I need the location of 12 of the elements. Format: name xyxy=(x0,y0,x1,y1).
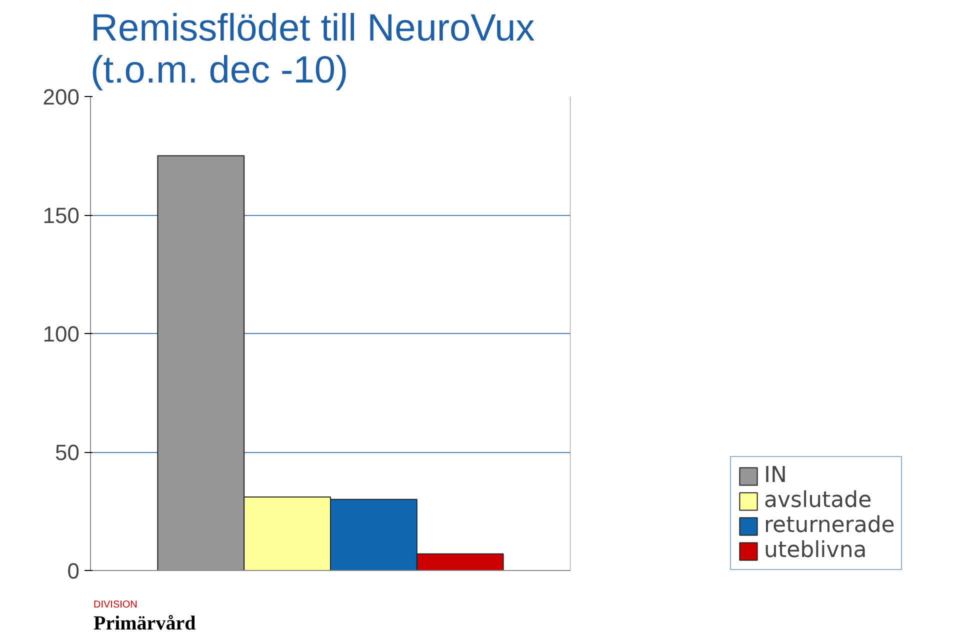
legend-label: IN xyxy=(764,463,787,488)
y-tick-label: 200 xyxy=(42,84,80,110)
y-tick-label: 150 xyxy=(42,203,80,228)
y-tick-label: 0 xyxy=(67,558,80,584)
chart-title: Remissflödet till NeuroVux (t.o.m. dec -10) xyxy=(90,8,535,92)
text: DIVISION xyxy=(94,600,138,610)
legend-label: returnerade xyxy=(764,513,895,538)
legend-label: avslutade xyxy=(764,488,872,513)
text: Primärvård xyxy=(94,612,196,634)
legend-label: uteblivna xyxy=(764,538,867,563)
y-tick-label: 50 xyxy=(55,440,80,465)
y-tick-label: 100 xyxy=(42,322,80,346)
